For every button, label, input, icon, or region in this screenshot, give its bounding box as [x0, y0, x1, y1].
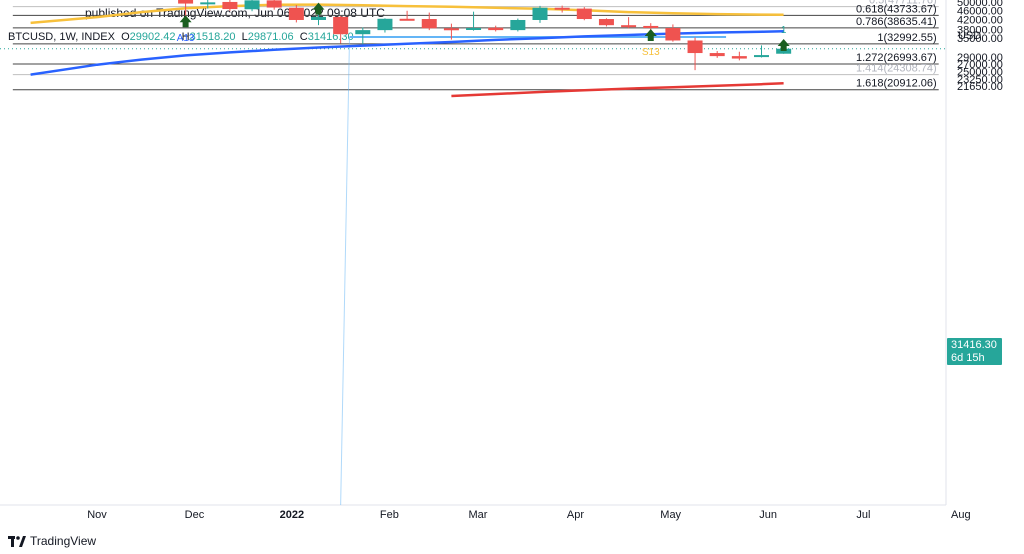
candle-body — [709, 53, 725, 57]
signal-arrow-icon — [777, 39, 790, 52]
candle-body — [687, 40, 703, 54]
fib-level-label: 1(32992.55) — [877, 32, 936, 44]
tradingview-logo-icon — [8, 535, 26, 547]
candle-body — [178, 0, 194, 4]
x-tick-label: Jun — [759, 509, 777, 521]
x-tick-label: Nov — [87, 509, 107, 521]
x-tick-label: Mar — [469, 509, 488, 521]
candle-body — [466, 28, 482, 31]
y-tick-label: 25000.00 — [957, 67, 1003, 79]
symbol-label: BTCUSD, 1W, INDEX — [8, 31, 115, 43]
candle-body — [731, 56, 747, 59]
candle-body — [576, 8, 592, 20]
moving-average-line — [30, 3, 784, 25]
candle-body — [754, 55, 769, 58]
ohlc-low: L29871.06 — [241, 31, 294, 43]
fib-level-label: 1.272(26993.67) — [856, 52, 937, 64]
candle-body — [200, 2, 216, 5]
x-tick-label: Aug — [951, 509, 971, 521]
y-tick-label: 23250.00 — [957, 74, 1003, 86]
signal-label: A13 — [177, 33, 195, 44]
candle-body — [244, 0, 260, 10]
y-tick-label: 21650.00 — [957, 81, 1003, 93]
fib-level-label: 0.786(38635.41) — [856, 16, 937, 28]
candle-body — [443, 28, 459, 31]
candle-body — [510, 19, 526, 31]
candle-body — [421, 19, 437, 29]
fib-level-label: 1.414(24308.74) — [856, 63, 937, 75]
candle-body — [776, 48, 792, 54]
candle-body — [598, 19, 614, 26]
last-price-badge: 31416.30 6d 15h — [947, 338, 1002, 365]
y-tick-label: 27000.00 — [957, 59, 1003, 71]
y-tick-label: 35000.00 — [957, 33, 1003, 45]
candle-body — [222, 1, 238, 10]
support-anchor-line — [340, 36, 351, 506]
candle-body — [399, 18, 415, 21]
ohlc-high: H31518.20 — [181, 31, 236, 43]
candle-body — [665, 28, 681, 41]
ohlc-open: O29902.42 — [121, 31, 176, 43]
candle-body — [311, 16, 326, 20]
moving-average-line — [451, 82, 784, 98]
x-tick-label: Feb — [380, 509, 399, 521]
candle-body — [643, 25, 659, 29]
y-tick-label: 46000.00 — [957, 5, 1003, 17]
fib-level-label: 0.5(47711.76) — [869, 0, 937, 7]
signal-arrow-icon — [312, 2, 325, 15]
x-tick-label: 2022 — [280, 509, 304, 521]
currency-label: USD — [958, 30, 982, 42]
candle-body — [377, 18, 393, 31]
tradingview-brand-text: TradingView — [30, 534, 97, 548]
signal-label: 1 — [781, 25, 787, 36]
bar-countdown: 6d 15h — [951, 352, 985, 364]
signal-arrow-icon — [644, 29, 657, 42]
last-price-value: 31416.30 — [951, 339, 997, 351]
x-tick-label: Dec — [185, 509, 205, 521]
signal-arrow-icon — [179, 15, 192, 28]
y-tick-label: 38000.00 — [957, 25, 1003, 37]
candle-body — [554, 7, 570, 10]
candle-body — [266, 0, 282, 8]
y-tick-label: 54000.00 — [957, 0, 1003, 1]
candle-body — [355, 30, 371, 35]
candle-body — [532, 7, 548, 20]
y-tick-label: 29000.00 — [957, 52, 1003, 64]
x-tick-label: Jul — [856, 509, 870, 521]
x-tick-label: May — [660, 509, 681, 521]
fib-level-label: 0.618(43733.67) — [856, 3, 937, 15]
candle-body — [333, 16, 349, 35]
candle-body — [288, 7, 304, 20]
y-tick-label: 42000.00 — [957, 15, 1003, 27]
candle-body — [621, 25, 637, 28]
candle-body — [488, 27, 504, 31]
signal-label: S13 — [642, 47, 660, 58]
tradingview-brand[interactable]: TradingView — [8, 534, 96, 548]
y-tick-label: 50000.00 — [957, 0, 1003, 9]
x-tick-label: Apr — [567, 509, 584, 521]
symbol-info: BTCUSD, 1W, INDEX O29902.42 H31518.20 L2… — [8, 31, 354, 43]
fib-level-label: 1.618(20912.06) — [856, 78, 937, 90]
